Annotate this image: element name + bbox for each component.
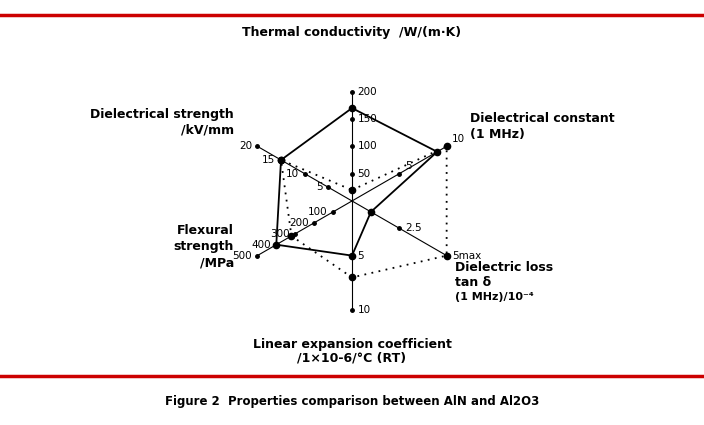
Text: 100: 100 <box>308 207 327 217</box>
Text: Figure 2  Properties comparison between AlN and Al2O3: Figure 2 Properties comparison between A… <box>165 395 539 408</box>
Text: 150: 150 <box>358 114 377 124</box>
Text: Linear expansion coefficient: Linear expansion coefficient <box>253 337 451 351</box>
Text: 50: 50 <box>358 169 370 178</box>
Text: 200: 200 <box>358 87 377 96</box>
Text: /1×10-6/°C (RT): /1×10-6/°C (RT) <box>297 352 407 365</box>
Text: 10: 10 <box>358 305 370 315</box>
Text: 5max: 5max <box>452 251 482 261</box>
Text: 5: 5 <box>405 162 411 171</box>
Text: Flexural
strength
/MPa: Flexural strength /MPa <box>174 224 234 269</box>
Text: 100: 100 <box>358 142 377 151</box>
Text: (1 MHz)/10⁻⁴: (1 MHz)/10⁻⁴ <box>455 292 534 302</box>
Text: 10: 10 <box>452 134 465 144</box>
Text: 500: 500 <box>232 251 252 261</box>
Text: Dielectrical strength
/kV/mm: Dielectrical strength /kV/mm <box>90 108 234 137</box>
Text: tan δ: tan δ <box>455 276 491 289</box>
Text: 2.5: 2.5 <box>405 223 422 233</box>
Text: 20: 20 <box>239 142 252 151</box>
Text: 10: 10 <box>286 169 299 178</box>
Text: 15: 15 <box>263 155 275 165</box>
Text: Dielectric loss: Dielectric loss <box>455 261 553 274</box>
Text: 300: 300 <box>270 229 290 239</box>
Text: 5: 5 <box>358 251 364 261</box>
Text: Thermal conductivity  /W/(m·K): Thermal conductivity /W/(m·K) <box>242 26 462 39</box>
Text: Dielectrical constant
(1 MHz): Dielectrical constant (1 MHz) <box>470 112 615 141</box>
Text: 200: 200 <box>289 218 308 228</box>
Text: 5: 5 <box>316 182 323 192</box>
Text: 400: 400 <box>251 240 271 249</box>
